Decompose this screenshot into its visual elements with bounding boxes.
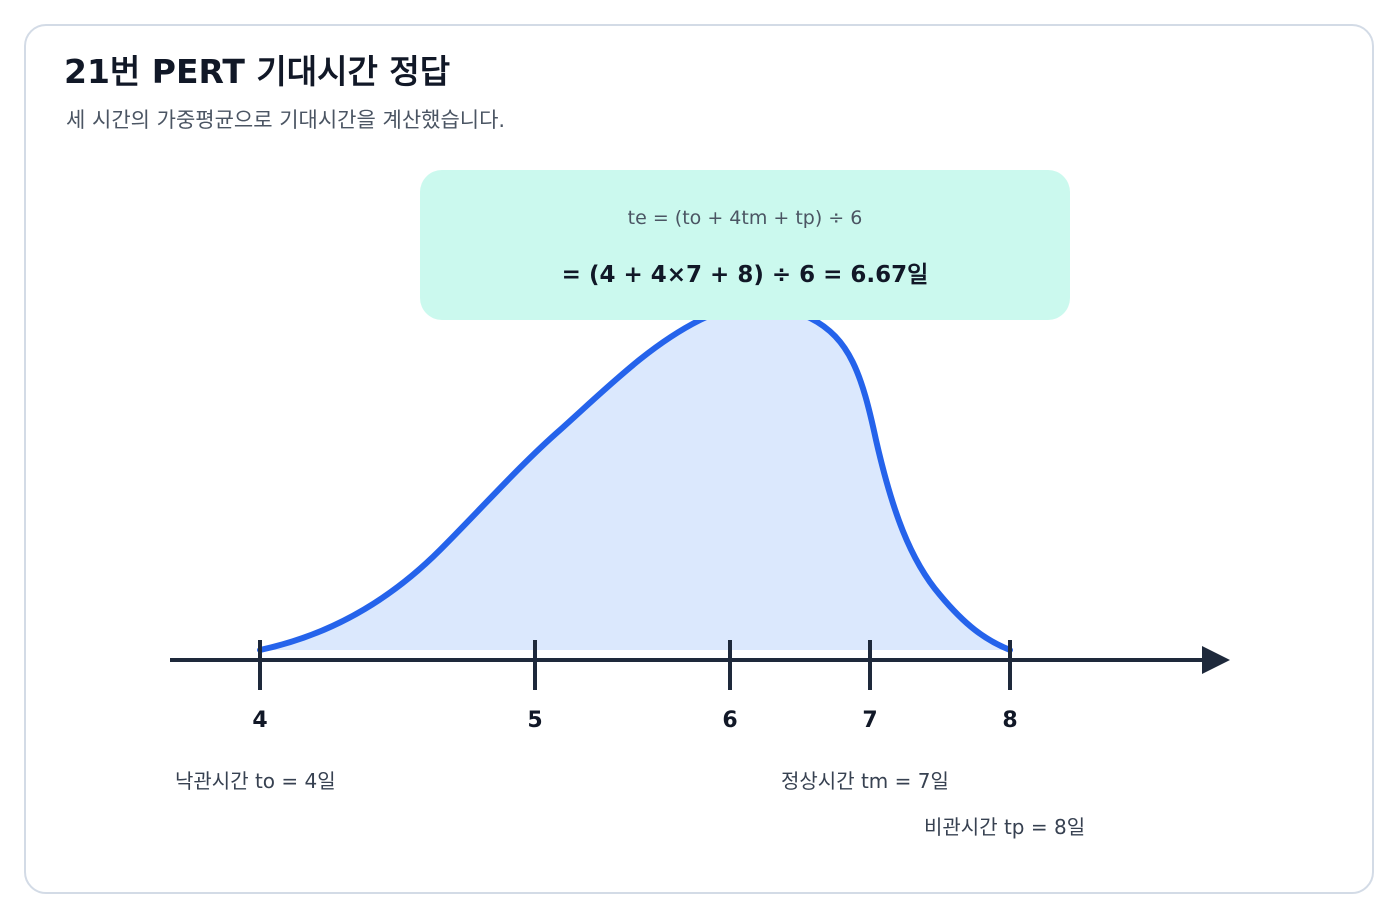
page-subtitle: 세 시간의 가중평균으로 기대시간을 계산했습니다. [66,108,506,132]
axis-arrow-head [1202,646,1230,674]
tick-label-7: 7 [862,708,878,733]
tick-label-4: 4 [252,708,268,733]
pessimistic-time-label: 비관시간 tp = 8일 [924,815,1086,839]
formula-general: te = (to + 4tm + tp) ÷ 6 [627,207,863,229]
distribution-area [260,305,1010,650]
formula-result: = (4 + 4×7 + 8) ÷ 6 = 6.67일 [561,262,929,288]
tick-label-8: 8 [1002,708,1018,733]
page-title: 21번 PERT 기대시간 정답 [64,52,451,91]
optimistic-time-label: 낙관시간 to = 4일 [175,769,336,793]
tick-label-5: 5 [527,708,543,733]
formula-box: te = (to + 4tm + tp) ÷ 6 = (4 + 4×7 + 8)… [420,170,1070,320]
most-likely-time-label: 정상시간 tm = 7일 [781,769,949,793]
tick-label-6: 6 [722,708,738,733]
